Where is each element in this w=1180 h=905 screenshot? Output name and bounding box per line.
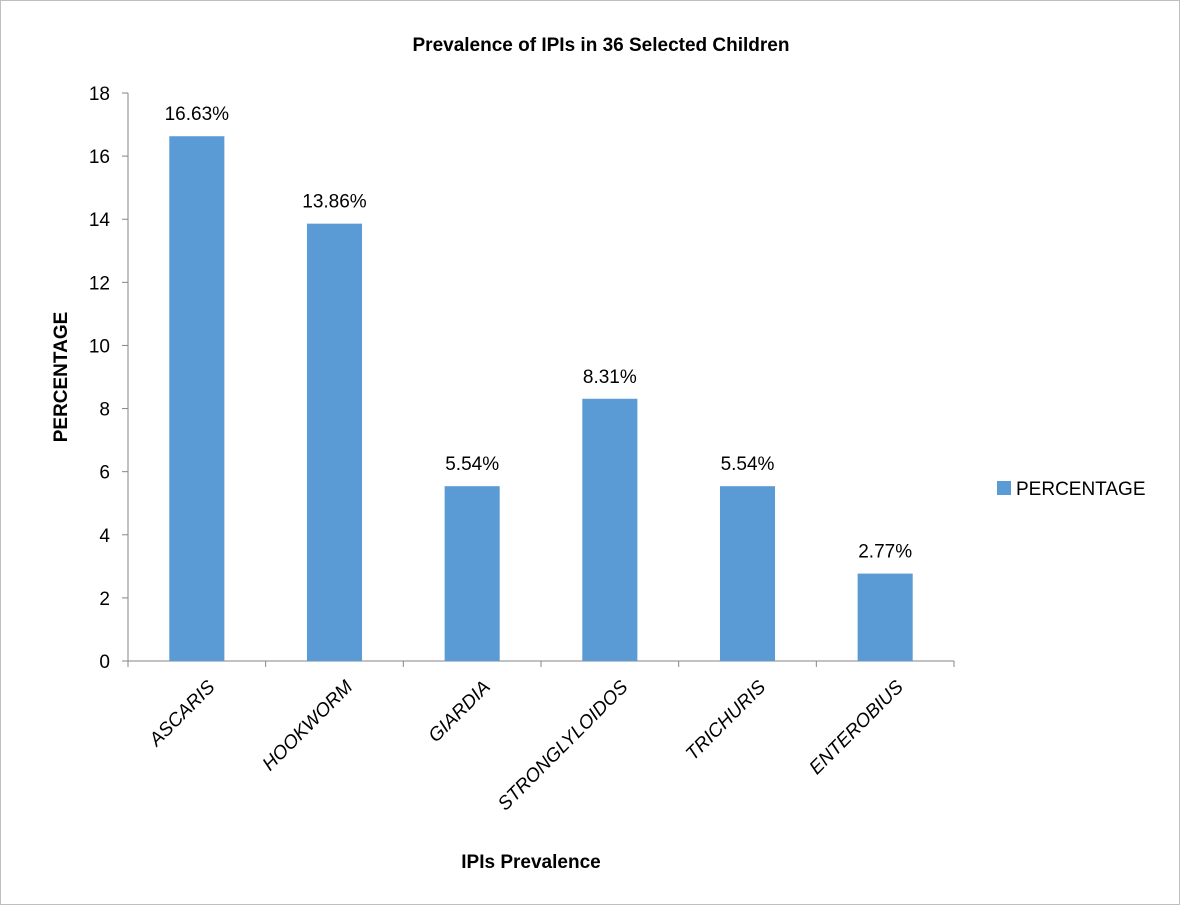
x-tick-label: ENTEROBIUS [806, 677, 908, 779]
y-tick-label: 6 [99, 463, 110, 484]
y-tick-label: 10 [89, 336, 110, 357]
bar-enterobius [857, 573, 913, 661]
legend: PERCENTAGE [997, 479, 1146, 500]
bar-giardia [444, 486, 500, 661]
bar-stronglyloidos [582, 398, 638, 661]
data-label: 5.54% [445, 454, 499, 475]
x-tick-label: HOOKWORM [259, 677, 358, 776]
x-axis-title: IPIs Prevalence [461, 852, 600, 873]
data-labels: 16.63% 13.86% 5.54% 8.31% 5.54% 2.77% [165, 104, 913, 562]
data-label: 5.54% [721, 454, 775, 475]
y-tick-label: 14 [89, 210, 111, 231]
bar-ascaris [169, 136, 225, 662]
y-tick-label: 4 [99, 526, 110, 547]
y-axis-title: PERCENTAGE [51, 312, 72, 443]
y-tick-label: 2 [99, 589, 110, 610]
data-label: 16.63% [165, 104, 230, 125]
bars [169, 136, 913, 662]
x-tick-label: STRONGLYLOIDOS [494, 677, 633, 816]
legend-label: PERCENTAGE [1016, 479, 1146, 500]
y-axis: 0 2 4 6 8 10 12 14 16 18 [89, 84, 129, 673]
y-tick-label: 12 [89, 273, 110, 294]
bar-trichuris [719, 486, 776, 661]
x-tick-label: TRICHURIS [682, 677, 770, 765]
data-label: 13.86% [302, 192, 367, 213]
y-tick-label: 0 [99, 652, 110, 673]
y-tick-label: 18 [89, 84, 110, 105]
x-tick-label: ASCARIS [145, 677, 220, 752]
chart-title: Prevalence of IPIs in 36 Selected Childr… [413, 35, 790, 56]
y-tick-label: 16 [89, 147, 110, 168]
x-axis: ASCARIS HOOKWORM GIARDIA STRONGLYLOIDOS TRIC… [127, 660, 955, 816]
x-tick-label: GIARDIA [425, 677, 495, 747]
bar-hookworm [306, 223, 363, 661]
data-label: 8.31% [583, 367, 637, 388]
legend-swatch [997, 481, 1011, 495]
data-label: 2.77% [858, 542, 912, 563]
y-tick-label: 8 [99, 400, 110, 421]
